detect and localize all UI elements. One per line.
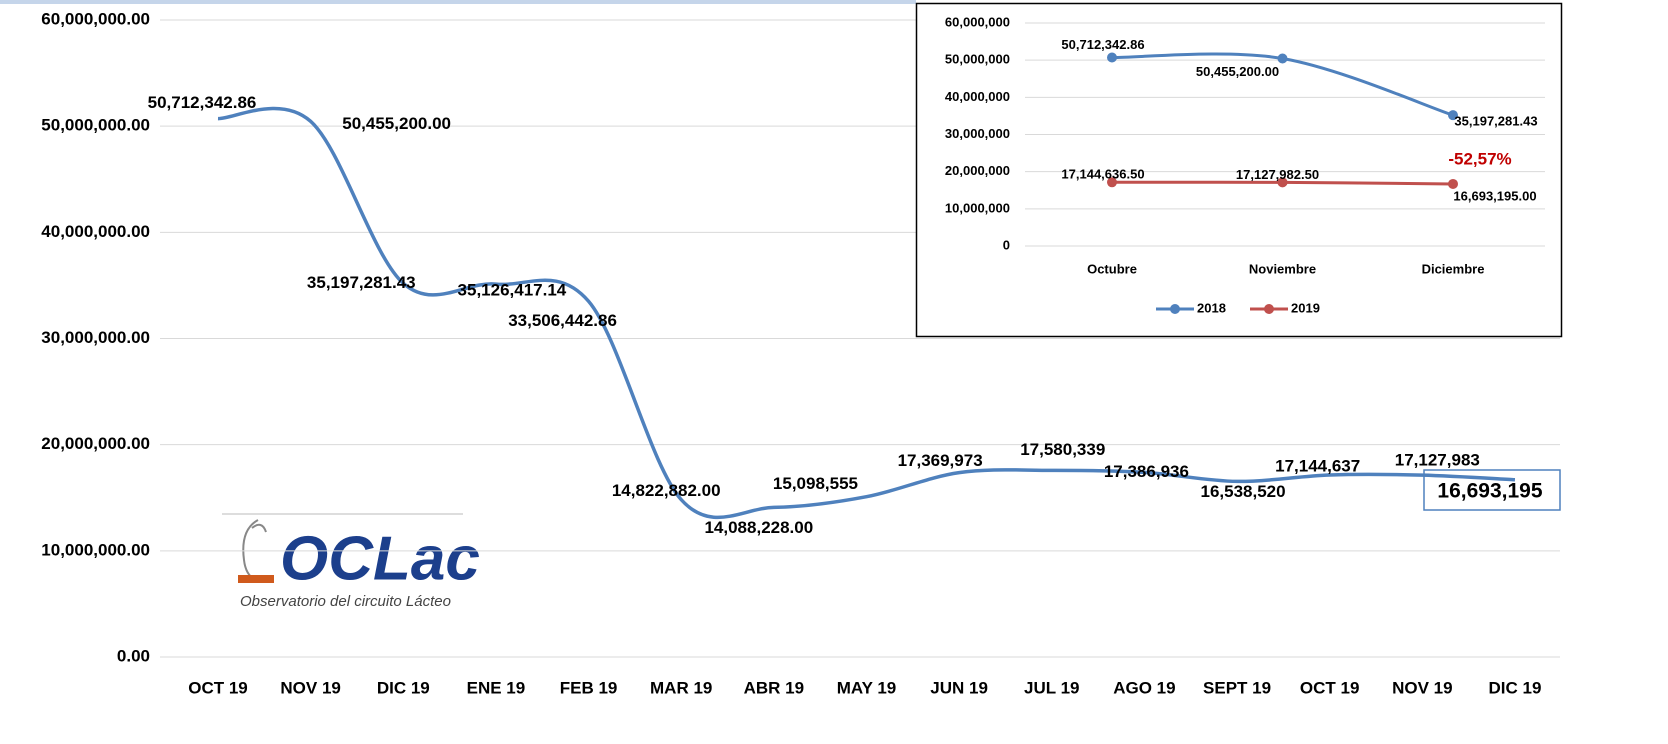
y-tick-label: 10,000,000.00 (41, 540, 150, 559)
logo-name: OCLac (280, 524, 480, 593)
data-label: 17,580,339 (1020, 440, 1105, 459)
data-label: 17,127,983 (1395, 451, 1480, 470)
data-label: 14,822,882.00 (612, 481, 721, 500)
data-point (1448, 110, 1458, 121)
x-tick-label: ENE 19 (467, 678, 526, 697)
legend-marker (1170, 304, 1180, 314)
data-point (1277, 177, 1288, 188)
y-tick-label: 50,000,000 (945, 52, 1010, 67)
y-tick-label: 30,000,000.00 (41, 328, 150, 347)
x-tick-label: DIC 19 (377, 678, 430, 697)
data-label: 16,693,195 (1437, 479, 1542, 502)
inset-frame (915, 2, 1563, 338)
annotation: -52,57% (1448, 149, 1511, 168)
data-label: 35,197,281.43 (307, 273, 416, 292)
data-label: 17,144,637 (1275, 456, 1360, 475)
legend-label: 2018 (1197, 300, 1226, 315)
data-point (1277, 53, 1288, 64)
data-label: 33,506,442.86 (508, 311, 617, 330)
top-strip (0, 0, 916, 4)
x-tick-label: JUN 19 (930, 678, 988, 697)
data-point (1107, 52, 1117, 63)
y-tick-label: 20,000,000.00 (41, 434, 150, 453)
data-label: 14,088,228.00 (704, 518, 813, 537)
x-tick-label: NOV 19 (280, 678, 340, 697)
data-label: 17,144,636.50 (1061, 167, 1144, 182)
legend-label: 2019 (1291, 300, 1320, 315)
x-tick-label: SEPT 19 (1203, 678, 1271, 697)
data-label: 50,712,342.86 (1061, 37, 1144, 52)
y-tick-label: 60,000,000.00 (41, 9, 150, 28)
logo-subtitle: Observatorio del circuito Lácteo (240, 593, 451, 610)
data-label: 50,455,200.00 (342, 114, 451, 133)
inset-chart: 0 10,000,000 20,000,000 30,000,000 40,000,00… (945, 14, 1545, 315)
data-label: 16,693,195.00 (1453, 188, 1536, 203)
x-tick-label: MAY 19 (837, 678, 897, 697)
x-tick-label: JUL 19 (1024, 678, 1079, 697)
x-tick-label: FEB 19 (560, 678, 618, 697)
data-point (1107, 177, 1117, 188)
x-tick-label: OCT 19 (188, 678, 248, 697)
data-label: 15,098,555 (773, 474, 858, 493)
data-label: 17,386,936 (1104, 462, 1189, 481)
logo-flame (238, 575, 274, 583)
x-tick-label: Noviembre (1249, 261, 1316, 276)
y-tick-label: 40,000,000 (945, 89, 1010, 104)
y-tick-label: 0.00 (117, 646, 150, 665)
main-chart: 0.00 10,000,000.00 20,000,000.00 30,000,000… (41, 9, 1561, 697)
y-tick-label: 0 (1003, 237, 1010, 252)
y-tick-label: 50,000,000.00 (41, 116, 150, 135)
y-tick-label: 30,000,000 (945, 126, 1010, 141)
data-label: 17,127,982.50 (1236, 167, 1319, 182)
data-label: 16,538,520 (1200, 482, 1285, 501)
data-label: 50,455,200.00 (1196, 64, 1279, 79)
data-label: 35,126,417.14 (458, 281, 567, 300)
data-point (1448, 178, 1458, 189)
legend-marker (1264, 304, 1274, 314)
x-tick-label: Diciembre (1422, 261, 1485, 276)
x-tick-label: NOV 19 (1392, 678, 1452, 697)
data-label: 50,712,342.86 (148, 93, 257, 112)
y-tick-label: 40,000,000.00 (41, 222, 150, 241)
x-tick-label: AGO 19 (1113, 678, 1175, 697)
logo: OCLac Observatorio del circuito Lácteo (222, 513, 480, 610)
x-tick-label: OCT 19 (1300, 678, 1360, 697)
x-tick-label: DIC 19 (1488, 678, 1541, 697)
y-tick-label: 20,000,000 (945, 163, 1010, 178)
y-tick-label: 60,000,000 (945, 14, 1010, 29)
highlight-box (1423, 469, 1561, 511)
data-label: 35,197,281.43 (1454, 114, 1537, 129)
data-line (217, 106, 1516, 520)
x-tick-label: MAR 19 (650, 678, 712, 697)
data-label: 17,369,973 (898, 451, 983, 470)
x-tick-label: Octubre (1087, 261, 1137, 276)
x-tick-label: ABR 19 (744, 678, 804, 697)
y-tick-label: 10,000,000 (945, 200, 1010, 215)
